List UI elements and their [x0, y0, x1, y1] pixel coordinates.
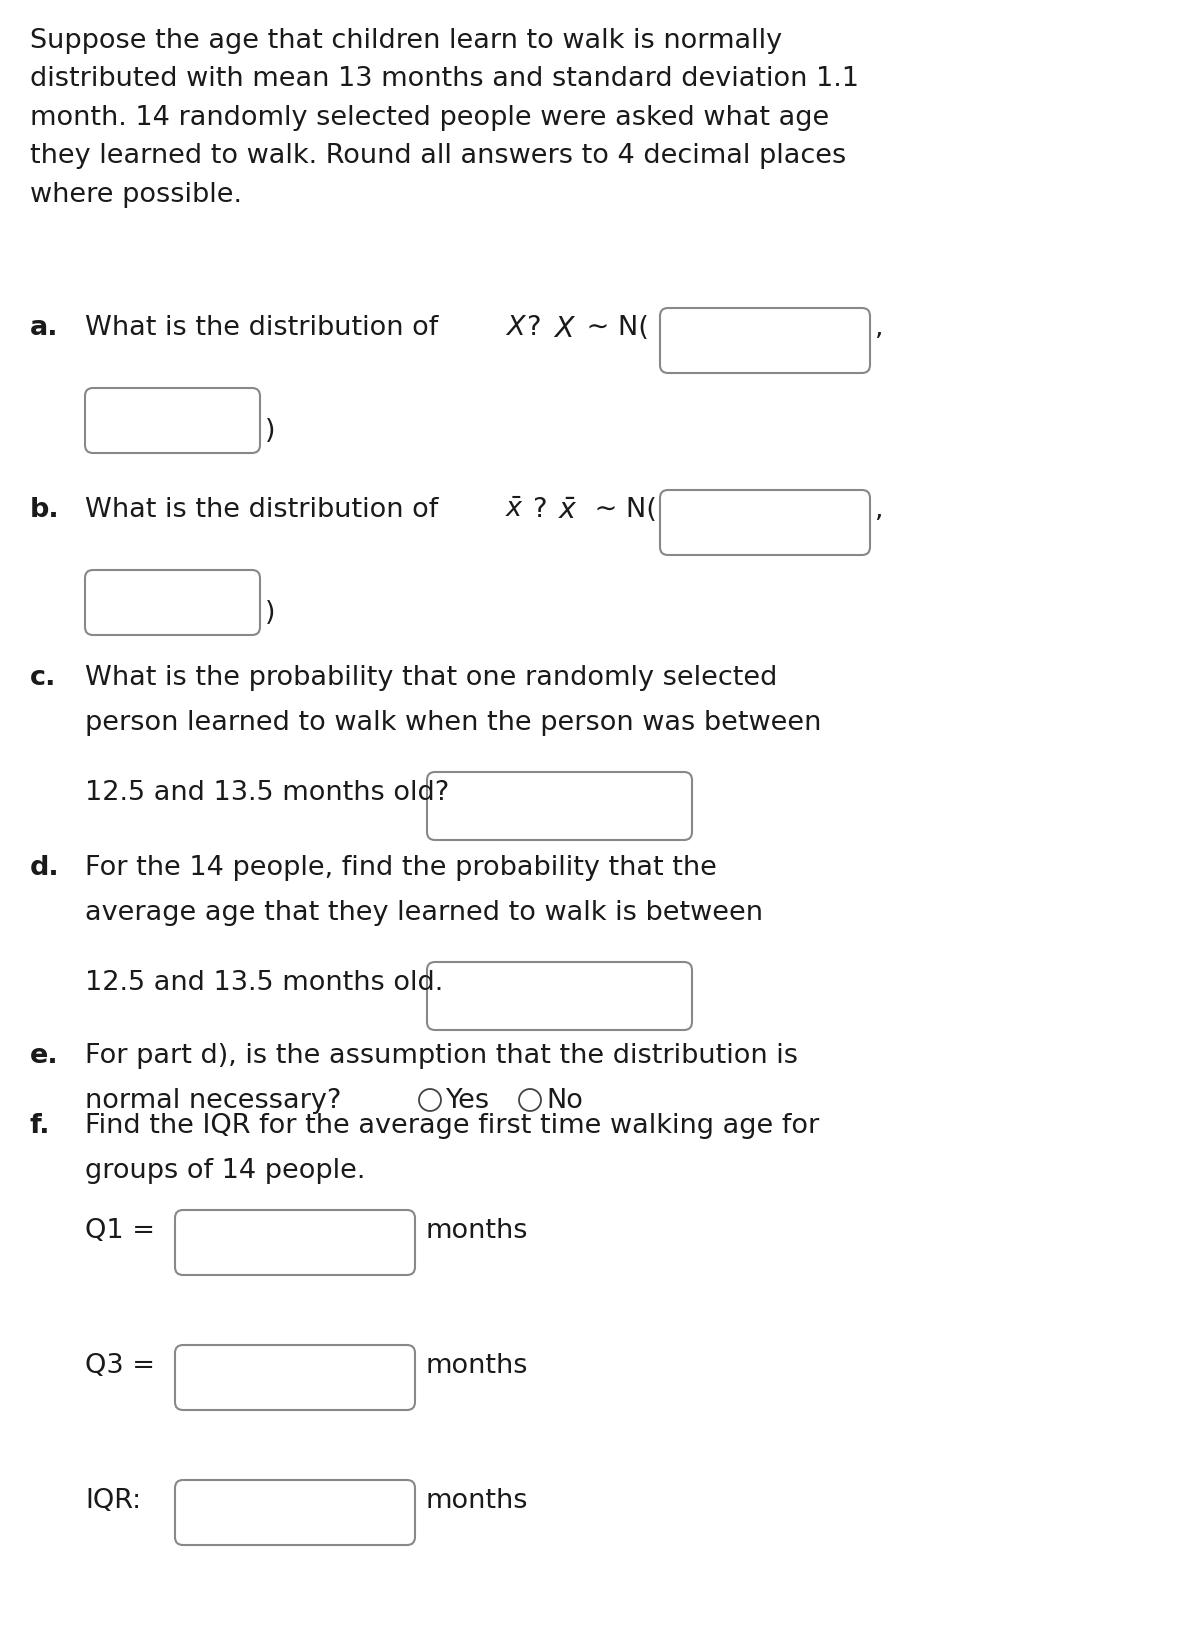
Text: ,: ,: [875, 315, 883, 342]
Text: normal necessary?: normal necessary?: [85, 1087, 350, 1114]
Text: ): ): [265, 601, 276, 625]
Text: ): ): [265, 417, 276, 444]
Text: months: months: [425, 1353, 528, 1379]
Text: IQR:: IQR:: [85, 1488, 142, 1515]
Text: Suppose the age that children learn to walk is normally
distributed with mean 13: Suppose the age that children learn to w…: [30, 28, 859, 208]
FancyBboxPatch shape: [175, 1480, 415, 1544]
FancyBboxPatch shape: [175, 1209, 415, 1275]
Text: months: months: [425, 1488, 528, 1515]
FancyBboxPatch shape: [660, 309, 870, 373]
FancyBboxPatch shape: [660, 490, 870, 554]
Text: a.: a.: [30, 315, 59, 342]
Text: What is the probability that one randomly selected: What is the probability that one randoml…: [85, 665, 778, 691]
FancyBboxPatch shape: [175, 1345, 415, 1411]
FancyBboxPatch shape: [427, 962, 692, 1030]
Text: What is the distribution of: What is the distribution of: [85, 315, 446, 342]
Text: $\bar{x}$: $\bar{x}$: [558, 497, 578, 525]
Text: f.: f.: [30, 1114, 50, 1138]
FancyBboxPatch shape: [427, 772, 692, 840]
Text: For the 14 people, find the probability that the: For the 14 people, find the probability …: [85, 855, 716, 881]
Text: average age that they learned to walk is between: average age that they learned to walk is…: [85, 899, 763, 926]
Text: Find the IQR for the average first time walking age for: Find the IQR for the average first time …: [85, 1114, 820, 1138]
Text: 12.5 and 13.5 months old.: 12.5 and 13.5 months old.: [85, 970, 443, 997]
Text: ,: ,: [875, 497, 883, 523]
Text: e.: e.: [30, 1043, 59, 1069]
Text: Yes: Yes: [446, 1087, 490, 1114]
Text: 12.5 and 13.5 months old?: 12.5 and 13.5 months old?: [85, 780, 449, 805]
Text: What is the distribution of: What is the distribution of: [85, 497, 446, 523]
Text: $X$: $X$: [553, 315, 576, 343]
Text: groups of 14 people.: groups of 14 people.: [85, 1158, 365, 1185]
Text: Q3 =: Q3 =: [85, 1353, 155, 1379]
Text: ?: ?: [527, 315, 550, 342]
Text: ∼ N(: ∼ N(: [586, 497, 656, 523]
FancyBboxPatch shape: [85, 388, 260, 454]
Circle shape: [520, 1089, 541, 1110]
Text: ∼ N(: ∼ N(: [578, 315, 649, 342]
FancyBboxPatch shape: [85, 569, 260, 635]
Text: b.: b.: [30, 497, 60, 523]
Text: For part d), is the assumption that the distribution is: For part d), is the assumption that the …: [85, 1043, 798, 1069]
Text: $X$: $X$: [505, 315, 527, 342]
Text: No: No: [546, 1087, 583, 1114]
Text: d.: d.: [30, 855, 60, 881]
Text: c.: c.: [30, 665, 56, 691]
Text: person learned to walk when the person was between: person learned to walk when the person w…: [85, 710, 821, 736]
Text: Q1 =: Q1 =: [85, 1218, 155, 1244]
Text: ?: ?: [533, 497, 556, 523]
Text: $\bar{x}$: $\bar{x}$: [505, 497, 524, 523]
Text: months: months: [425, 1218, 528, 1244]
Circle shape: [419, 1089, 442, 1110]
